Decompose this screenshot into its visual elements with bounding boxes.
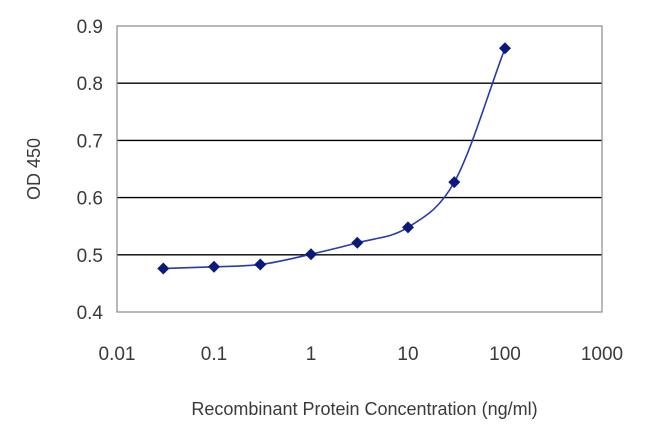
gridlines	[117, 82, 602, 256]
x-axis-tick-labels: 0.01 0.1 1 10 100 1000	[99, 344, 624, 365]
y-tick-label: 0.6	[77, 189, 103, 210]
y-axis-tick-labels: 0.4 0.5 0.6 0.7 0.8 0.9	[77, 17, 104, 324]
data-point-marker	[254, 258, 267, 271]
x-tick-label: 100	[489, 344, 521, 365]
data-point-marker	[351, 236, 364, 249]
data-point-marker	[305, 248, 317, 261]
plot-area-frame	[116, 25, 603, 313]
x-tick-label: 0.1	[201, 344, 227, 365]
data-point-marker	[208, 260, 220, 273]
y-tick-label: 0.9	[77, 17, 103, 38]
data-points	[157, 42, 511, 275]
y-tick-label: 0.5	[77, 246, 103, 267]
y-axis-title: OD 450	[24, 138, 44, 200]
y-tick-label: 0.4	[77, 303, 104, 324]
y-tick-label: 0.7	[77, 131, 103, 152]
x-tick-label: 0.01	[99, 344, 136, 365]
data-point-marker	[157, 262, 170, 275]
x-tick-label: 10	[397, 344, 418, 365]
x-axis-title: Recombinant Protein Concentration (ng/ml…	[191, 399, 537, 419]
x-tick-label: 1000	[581, 344, 623, 365]
data-point-marker	[448, 176, 461, 189]
data-point-marker	[402, 221, 414, 234]
x-tick-label: 1	[306, 344, 317, 365]
fitted-curve	[163, 48, 506, 270]
data-point-marker	[499, 42, 511, 55]
y-tick-label: 0.8	[77, 74, 103, 95]
